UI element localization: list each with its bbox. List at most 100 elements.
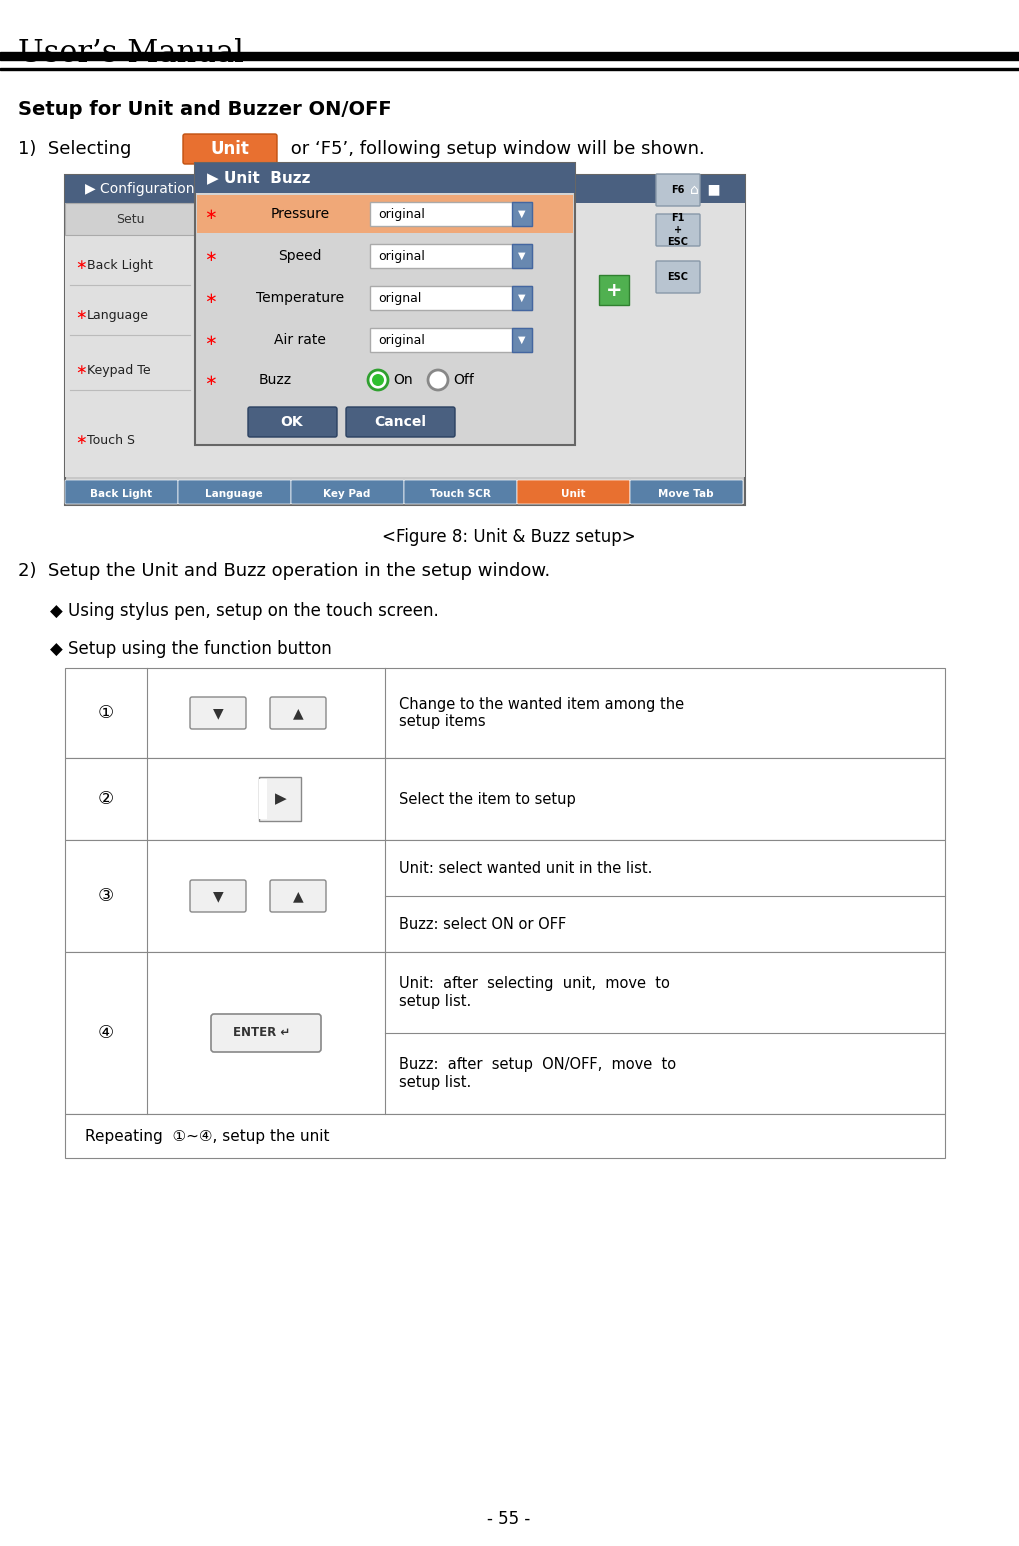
Bar bbox=[65, 1115, 945, 1158]
Bar bbox=[65, 758, 945, 839]
Text: ▶: ▶ bbox=[275, 792, 287, 807]
Circle shape bbox=[372, 374, 384, 386]
Text: ④: ④ bbox=[98, 1023, 114, 1042]
Bar bbox=[65, 668, 945, 758]
Text: Pressure: Pressure bbox=[270, 207, 329, 221]
Text: Unit:  after  selecting  unit,  move  to
setup list.: Unit: after selecting unit, move to setu… bbox=[399, 977, 669, 1008]
Text: original: original bbox=[378, 207, 425, 221]
Text: ▼: ▼ bbox=[213, 889, 223, 903]
Text: 1)  Selecting: 1) Selecting bbox=[18, 141, 131, 158]
Text: +: + bbox=[605, 280, 623, 300]
Text: ENTER ↵: ENTER ↵ bbox=[233, 1027, 290, 1039]
Text: User’s Manual: User’s Manual bbox=[18, 39, 244, 70]
Bar bbox=[65, 175, 745, 506]
Text: ⌂  ■: ⌂ ■ bbox=[690, 182, 720, 196]
Text: Key Pad: Key Pad bbox=[323, 489, 371, 499]
Text: - 55 -: - 55 - bbox=[487, 1510, 531, 1527]
FancyBboxPatch shape bbox=[183, 135, 277, 164]
Text: Buzz:  after  setup  ON/OFF,  move  to
setup list.: Buzz: after setup ON/OFF, move to setup … bbox=[399, 1057, 677, 1090]
Text: OK: OK bbox=[280, 414, 304, 428]
Bar bbox=[370, 328, 532, 352]
Text: Unit: select wanted unit in the list.: Unit: select wanted unit in the list. bbox=[399, 861, 652, 875]
Text: ▼: ▼ bbox=[519, 209, 526, 220]
Text: Touch SCR: Touch SCR bbox=[430, 489, 490, 499]
Text: Air rate: Air rate bbox=[274, 332, 326, 346]
Text: Cancel: Cancel bbox=[374, 414, 426, 428]
Bar bbox=[599, 275, 629, 305]
Text: Touch S: Touch S bbox=[87, 433, 135, 447]
Text: <Figure 8: Unit & Buzz setup>: <Figure 8: Unit & Buzz setup> bbox=[382, 529, 636, 546]
FancyBboxPatch shape bbox=[517, 479, 630, 504]
Text: Language: Language bbox=[205, 489, 263, 499]
Text: Back Light: Back Light bbox=[87, 258, 153, 272]
Text: ▶ Unit  Buzz: ▶ Unit Buzz bbox=[207, 170, 311, 186]
Text: Repeating  ①~④, setup the unit: Repeating ①~④, setup the unit bbox=[85, 1129, 329, 1144]
Bar bbox=[512, 203, 532, 226]
Bar bbox=[197, 195, 573, 233]
FancyBboxPatch shape bbox=[248, 407, 337, 438]
Text: ③: ③ bbox=[98, 887, 114, 904]
Bar bbox=[512, 244, 532, 267]
Text: ∗: ∗ bbox=[75, 363, 87, 377]
Bar bbox=[65, 203, 195, 235]
Text: ∗: ∗ bbox=[204, 332, 216, 348]
Bar bbox=[512, 286, 532, 311]
Text: ▶ Configuration: ▶ Configuration bbox=[85, 182, 195, 196]
Text: ▲: ▲ bbox=[292, 889, 304, 903]
FancyBboxPatch shape bbox=[656, 175, 700, 206]
Text: F1
+
ESC: F1 + ESC bbox=[667, 213, 689, 247]
Text: Buzz: Buzz bbox=[259, 373, 291, 386]
Bar bbox=[65, 175, 745, 203]
Text: ESC: ESC bbox=[667, 272, 689, 281]
Text: ②: ② bbox=[98, 790, 114, 809]
Text: Keypad Te: Keypad Te bbox=[87, 363, 151, 377]
Text: Back Light: Back Light bbox=[90, 489, 152, 499]
Bar bbox=[370, 286, 532, 311]
Bar bbox=[65, 839, 945, 952]
Text: ∗: ∗ bbox=[204, 291, 216, 306]
Text: Off: Off bbox=[453, 373, 474, 386]
Text: orignal: orignal bbox=[378, 292, 422, 305]
FancyBboxPatch shape bbox=[630, 479, 743, 504]
Bar bbox=[0, 53, 1019, 60]
Text: Temperature: Temperature bbox=[256, 291, 344, 305]
Text: ▼: ▼ bbox=[519, 335, 526, 345]
Text: ∗: ∗ bbox=[75, 433, 87, 447]
Text: Language: Language bbox=[87, 309, 149, 322]
Text: ①: ① bbox=[98, 703, 114, 722]
Text: 2)  Setup the Unit and Buzz operation in the setup window.: 2) Setup the Unit and Buzz operation in … bbox=[18, 563, 550, 580]
Text: Select the item to setup: Select the item to setup bbox=[399, 792, 576, 807]
FancyBboxPatch shape bbox=[190, 697, 246, 730]
Bar bbox=[65, 952, 945, 1115]
Text: original: original bbox=[378, 334, 425, 346]
Bar bbox=[195, 162, 575, 445]
Text: F6: F6 bbox=[672, 186, 685, 195]
Text: ▲: ▲ bbox=[292, 707, 304, 720]
Bar bbox=[259, 778, 301, 821]
Text: ∗: ∗ bbox=[204, 249, 216, 263]
Text: Speed: Speed bbox=[278, 249, 322, 263]
Text: ∗: ∗ bbox=[75, 308, 87, 322]
Text: ◆ Setup using the function button: ◆ Setup using the function button bbox=[50, 640, 332, 659]
FancyBboxPatch shape bbox=[656, 261, 700, 294]
FancyBboxPatch shape bbox=[404, 479, 517, 504]
Bar bbox=[512, 328, 532, 352]
Bar bbox=[259, 779, 267, 819]
Text: Move Tab: Move Tab bbox=[658, 489, 714, 499]
FancyBboxPatch shape bbox=[178, 479, 291, 504]
Text: Change to the wanted item among the
setup items: Change to the wanted item among the setu… bbox=[399, 697, 684, 730]
FancyBboxPatch shape bbox=[190, 880, 246, 912]
FancyBboxPatch shape bbox=[270, 697, 326, 730]
Text: ◆ Using stylus pen, setup on the touch screen.: ◆ Using stylus pen, setup on the touch s… bbox=[50, 601, 439, 620]
Text: ▼: ▼ bbox=[519, 250, 526, 261]
FancyBboxPatch shape bbox=[291, 479, 404, 504]
Text: ∗: ∗ bbox=[204, 207, 216, 221]
Text: ▼: ▼ bbox=[213, 707, 223, 720]
Text: ∗: ∗ bbox=[204, 373, 216, 388]
FancyBboxPatch shape bbox=[346, 407, 455, 438]
Text: original: original bbox=[378, 249, 425, 263]
Bar bbox=[0, 68, 1019, 70]
FancyBboxPatch shape bbox=[65, 479, 178, 504]
Text: Setu: Setu bbox=[116, 212, 145, 226]
Bar bbox=[65, 203, 745, 478]
